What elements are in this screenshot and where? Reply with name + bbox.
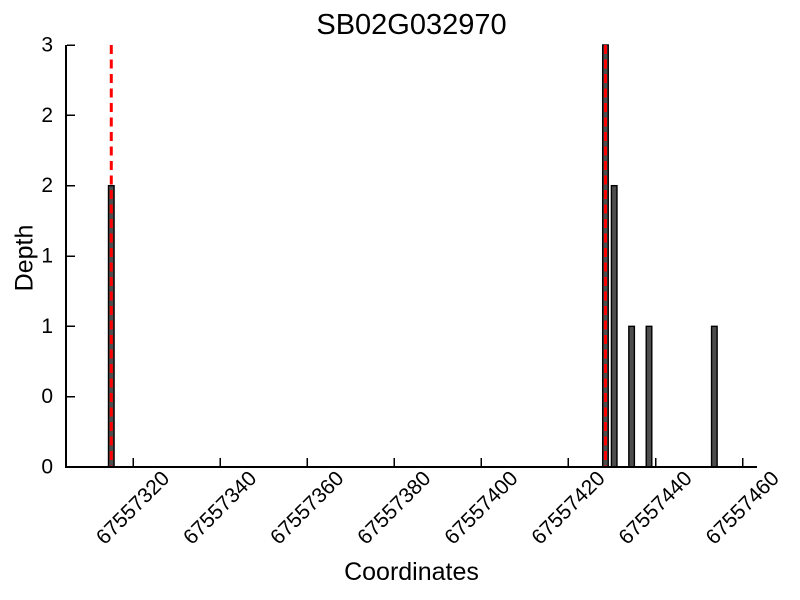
depth-bar (710, 325, 718, 468)
x-tick-label: 67557440 (614, 467, 696, 549)
y-tick-label: 0 (41, 385, 53, 408)
y-tick-label: 2 (41, 174, 53, 197)
x-tick-label: 67557340 (179, 467, 261, 549)
x-tick-label: 67557320 (92, 467, 174, 549)
y-tick-label: 3 (41, 34, 53, 57)
y-tick-label: 1 (41, 245, 53, 268)
x-tick-label: 67557420 (527, 467, 609, 549)
x-tick-label: 67557380 (353, 467, 435, 549)
depth-bar (645, 325, 653, 468)
y-tick-label: 0 (41, 456, 53, 479)
x-tick-label: 67557360 (266, 467, 348, 549)
y-tick-label: 1 (41, 315, 53, 338)
chart-title: SB02G032970 (316, 9, 507, 41)
depth-bar (610, 184, 618, 468)
x-axis-label: Coordinates (344, 558, 479, 586)
x-tick-label: 67557400 (440, 467, 522, 549)
y-tick-label: 2 (41, 104, 53, 127)
depth-bar (628, 325, 636, 468)
x-tick-label: 67557460 (701, 467, 783, 549)
